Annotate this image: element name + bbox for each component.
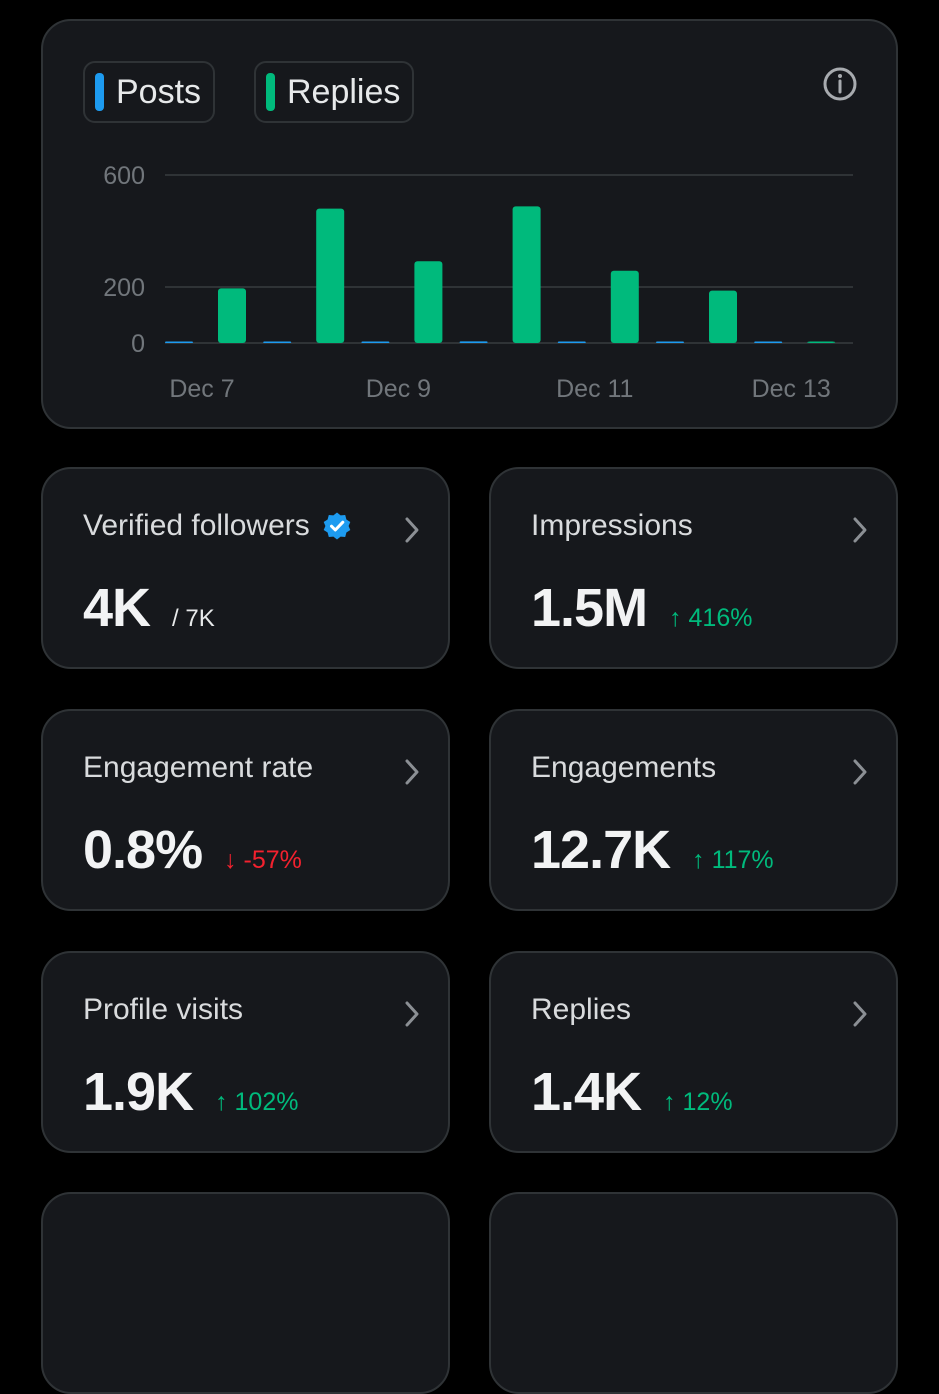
stat-title: Verified followers [83,509,352,543]
x-tick-label: Dec 7 [169,375,234,403]
stat-title-text: Engagements [531,751,717,784]
stat-card-next-left[interactable] [41,1192,450,1394]
chevron-right-icon [405,517,419,543]
stat-change: ↑ 416% [669,604,753,632]
stat-value: 4K [83,578,151,638]
chevron-right-icon [405,1001,419,1027]
stat-card-engagement-rate[interactable]: Engagement rate 0.8% ↓ -57% [41,709,450,911]
stat-change-value: -57% [243,846,302,874]
stat-value: 1.9K [83,1062,194,1122]
y-tick-label: 600 [103,162,145,190]
stat-value-row: 4K / 7K [83,577,215,639]
replies-bar [807,341,836,343]
stat-title: Replies [531,993,631,1027]
stat-card-next-right[interactable] [489,1192,898,1394]
replies-bar [316,208,345,343]
stat-change: ↑ 12% [663,1088,733,1116]
bar-chart: 600 200 0 Dec 7 Dec 9 Dec 11 Dec 13 [103,162,853,403]
stat-change-value: 102% [234,1088,299,1116]
replies-legend-swatch [266,73,275,111]
y-tick-label: 0 [131,330,145,358]
stat-title: Profile visits [83,993,243,1027]
stat-title: Engagements [531,751,716,785]
posts-bar [754,341,783,343]
legend-replies-label: Replies [287,72,401,111]
stat-card-engagements[interactable]: Engagements 12.7K ↑ 117% [489,709,898,911]
chevron-right-icon [853,1001,867,1027]
stat-card-verified-followers[interactable]: Verified followers 4K / 7K [41,467,450,669]
stat-card-impressions[interactable]: Impressions 1.5M ↑ 416% [489,467,898,669]
legend-posts-toggle[interactable]: Posts [83,61,216,123]
x-tick-label: Dec 13 [752,375,831,403]
stat-change-value: 12% [682,1088,733,1116]
posts-bar [263,341,292,343]
posts-bar [656,341,684,343]
replies-bar [610,270,639,343]
stat-title-text: Profile visits [83,993,244,1026]
info-icon[interactable] [822,66,858,102]
stat-change: ↑ 102% [215,1088,299,1116]
stat-card-profile-visits[interactable]: Profile visits 1.9K ↑ 102% [41,951,450,1153]
chevron-right-icon [853,759,867,785]
stat-value: 1.5M [531,578,648,638]
x-tick-label: Dec 11 [556,375,633,403]
stat-title-text: Engagement rate [83,751,314,784]
y-tick-label: 200 [103,274,145,302]
verified-badge-icon [323,512,351,540]
posts-bar [361,341,390,343]
replies-bar [414,261,443,343]
x-tick-label: Dec 9 [366,375,431,403]
replies-bar [709,290,737,343]
stat-title: Engagement rate [83,751,313,785]
stat-title-text: Verified followers [83,509,310,542]
stat-change: ↑ 117% [692,846,774,874]
posts-bar [459,341,488,343]
legend-posts-label: Posts [116,72,202,111]
posts-bar [557,341,586,343]
stat-value: 12.7K [531,820,671,880]
stat-change-value: 416% [688,604,753,632]
legend-replies-toggle[interactable]: Replies [254,61,415,123]
analytics-chart-card: Posts Replies 600 200 0 Dec 7 Dec 9 Dec 11 Dec… [41,19,898,429]
stat-title-text: Replies [531,993,632,1026]
stat-change: ↓ -57% [224,846,302,874]
stat-change-value: 117% [711,846,774,874]
stat-value: 0.8% [83,820,203,880]
stat-title: Impressions [531,509,693,543]
stat-value: 1.4K [531,1062,642,1122]
stat-value-row: 12.7K ↑ 117% [531,819,774,881]
stat-card-replies[interactable]: Replies 1.4K ↑ 12% [489,951,898,1153]
posts-bar [165,341,193,343]
replies-bar [512,206,541,343]
stat-value-row: 1.9K ↑ 102% [83,1061,298,1123]
posts-legend-swatch [95,73,104,111]
stat-value-row: 1.4K ↑ 12% [531,1061,733,1123]
chevron-right-icon [405,759,419,785]
replies-bar [218,288,246,343]
stat-title-text: Impressions [531,509,693,542]
stat-value-row: 0.8% ↓ -57% [83,819,302,881]
stat-value-row: 1.5M ↑ 416% [531,577,752,639]
chevron-right-icon [853,517,867,543]
stat-total: / 7K [172,605,215,632]
